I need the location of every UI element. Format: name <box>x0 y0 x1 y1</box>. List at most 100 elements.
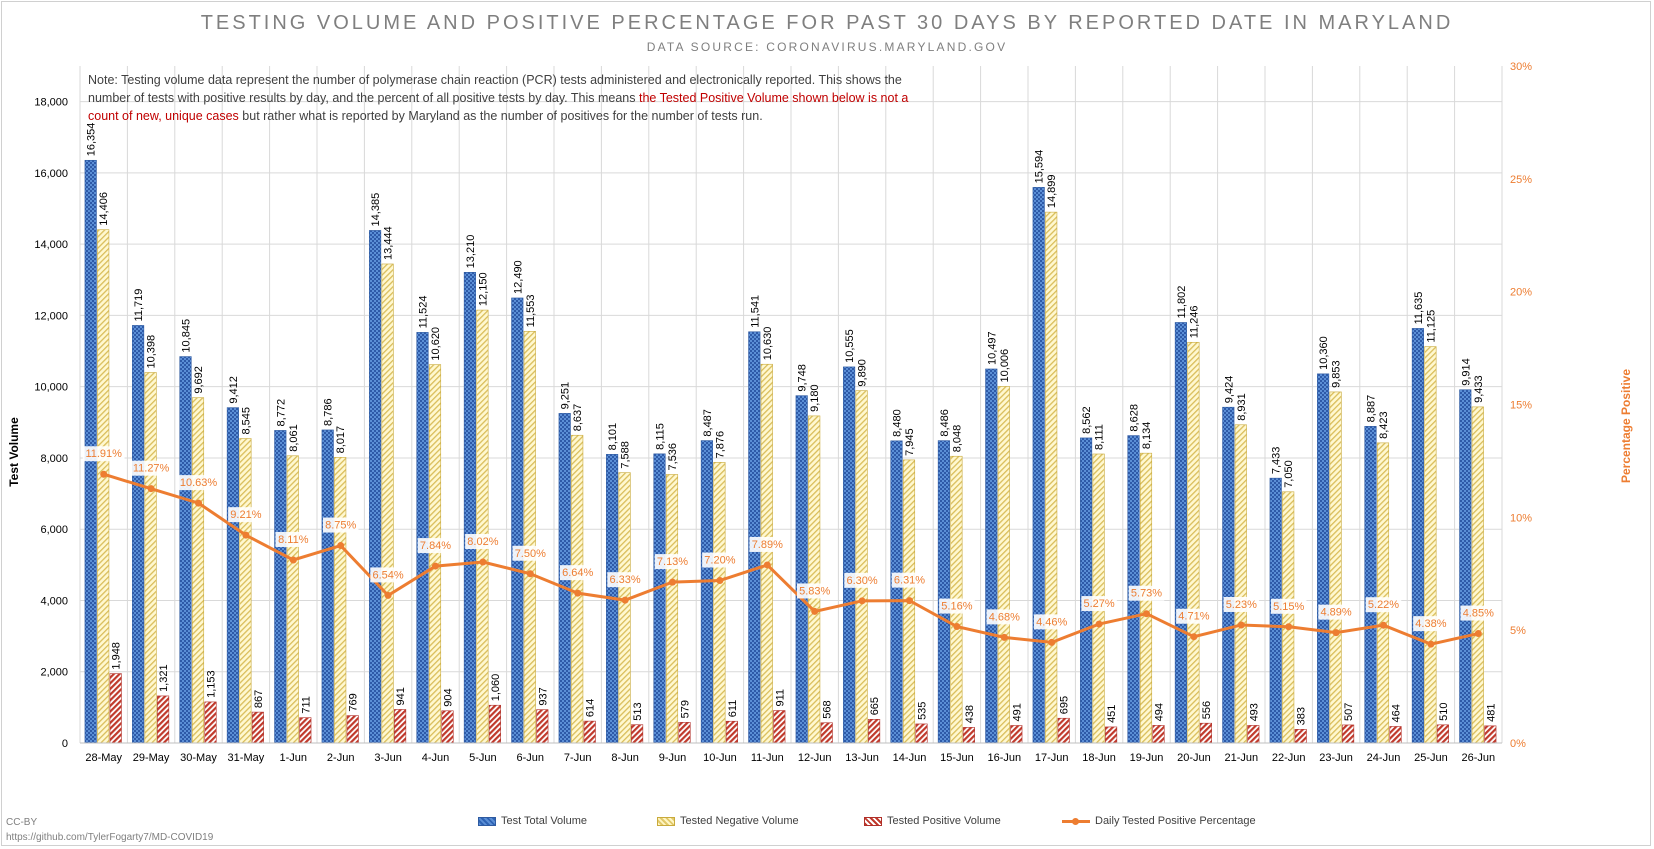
y2-tick-label: 25% <box>1510 174 1532 186</box>
bar-negative <box>1187 341 1200 744</box>
data-label-negative: 9,853 <box>1331 360 1343 388</box>
data-label-negative: 9,433 <box>1473 375 1485 403</box>
y-tick-label: 6,000 <box>40 524 68 536</box>
bar-total <box>1317 373 1330 744</box>
percentage-label-bg <box>130 460 172 476</box>
bar-negative <box>239 438 252 744</box>
percentage-label-bg <box>82 446 125 462</box>
percentage-label: 4.38% <box>1415 618 1446 630</box>
y2-tick-label: 30% <box>1510 61 1532 73</box>
data-label-total: 8,562 <box>1081 406 1093 434</box>
bar-positive <box>962 727 975 744</box>
data-label-negative: 9,180 <box>809 384 821 412</box>
percentage-point <box>811 607 819 615</box>
bar-total <box>132 325 145 744</box>
x-tick-label: 21-Jun <box>1224 752 1258 764</box>
data-label-positive: 937 <box>537 687 549 705</box>
data-label-total: 8,786 <box>323 398 335 426</box>
bar-total <box>1174 322 1187 744</box>
percentage-label: 8.11% <box>278 534 309 546</box>
percentage-label-bg <box>1081 596 1117 612</box>
data-label-total: 13,210 <box>465 235 477 269</box>
note-text-1: Note: Testing volume data represent the … <box>88 73 902 105</box>
data-label-total: 8,772 <box>275 399 287 427</box>
bar-total <box>179 356 192 744</box>
percentage-point <box>763 561 771 569</box>
bar-negative <box>1376 442 1390 744</box>
source-url[interactable]: https://github.com/TylerFogarty7/MD-COVI… <box>6 832 214 843</box>
percentage-point <box>858 597 866 605</box>
percentage-point <box>1143 610 1150 618</box>
license-text: CC-BY <box>6 817 38 828</box>
bar-negative <box>760 363 773 744</box>
percentage-label-bg <box>891 572 928 588</box>
x-tick-label: 5-Jun <box>469 752 497 764</box>
percentage-label: 6.54% <box>372 569 403 581</box>
bar-positive <box>109 673 122 744</box>
bar-positive <box>1247 725 1260 744</box>
bar-negative <box>334 457 347 744</box>
x-tick-label: 9-Jun <box>659 752 687 764</box>
percentage-label-bg <box>1223 596 1260 612</box>
percentage-label: 4.71% <box>1178 611 1209 623</box>
data-label-negative: 7,876 <box>714 431 726 459</box>
percentage-label-bg <box>322 517 359 533</box>
percentage-label: 5.73% <box>1131 588 1162 600</box>
bar-positive <box>1436 724 1449 744</box>
data-label-negative: 12,150 <box>477 272 489 306</box>
chart-subtitle: DATA SOURCE: CORONAVIRUS.MARYLAND.GOV <box>646 40 1008 54</box>
percentage-label: 5.23% <box>1226 599 1257 611</box>
data-label-positive: 904 <box>443 688 455 706</box>
data-label-positive: 665 <box>869 697 881 715</box>
data-label-total: 9,251 <box>560 382 572 410</box>
x-tick-label: 7-Jun <box>564 752 592 764</box>
bar-negative <box>665 474 679 744</box>
percentage-label: 8.02% <box>467 536 498 548</box>
percentage-point <box>479 558 487 566</box>
data-label-negative: 11,125 <box>1425 310 1437 343</box>
percentage-point <box>337 542 345 550</box>
bar-negative <box>144 372 157 744</box>
data-label-total: 11,524 <box>418 296 430 329</box>
data-label-negative: 8,111 <box>1094 424 1106 450</box>
legend-swatch-percentage <box>1062 817 1090 826</box>
data-label-negative: 8,134 <box>1141 422 1153 450</box>
bar-negative <box>1045 211 1058 744</box>
percentage-label: 7.50% <box>515 548 546 560</box>
bar-total <box>937 440 950 744</box>
percentage-point <box>100 470 108 478</box>
bar-total <box>226 407 239 744</box>
legend-swatch-total <box>478 816 496 826</box>
data-label-total: 8,486 <box>939 409 951 437</box>
data-label-negative: 11,246 <box>1188 305 1200 338</box>
bar-positive <box>868 719 881 744</box>
data-label-total: 10,845 <box>181 319 193 353</box>
percentage-label-bg <box>749 536 786 552</box>
bar-total <box>1080 437 1093 744</box>
data-label-negative: 8,637 <box>572 404 584 432</box>
x-tick-label: 24-Jun <box>1367 752 1401 764</box>
percentage-label: 4.46% <box>1036 616 1067 628</box>
percentage-label-bg <box>607 572 643 588</box>
data-label-negative: 8,017 <box>335 426 347 454</box>
percentage-point <box>526 570 534 578</box>
percentage-label-bg <box>1270 598 1307 614</box>
bar-negative <box>997 386 1010 744</box>
percentage-point <box>1332 629 1340 637</box>
percentage-label: 8.75% <box>325 520 356 532</box>
data-label-negative: 10,630 <box>762 327 774 361</box>
bar-negative <box>1471 406 1484 744</box>
percentage-label-bg <box>228 507 264 523</box>
data-label-positive: 941 <box>395 687 407 705</box>
bar-positive <box>1105 726 1118 744</box>
percentage-label-bg <box>275 531 312 547</box>
percentage-point <box>432 562 439 570</box>
y2-tick-label: 20% <box>1510 287 1532 299</box>
percentage-label-bg <box>654 554 691 570</box>
bar-total <box>1411 328 1424 744</box>
percentage-point <box>289 556 297 564</box>
bar-positive <box>536 709 549 744</box>
legend-swatch-negative <box>657 816 675 826</box>
y-tick-label: 4,000 <box>40 595 68 607</box>
bar-negative <box>476 309 489 744</box>
